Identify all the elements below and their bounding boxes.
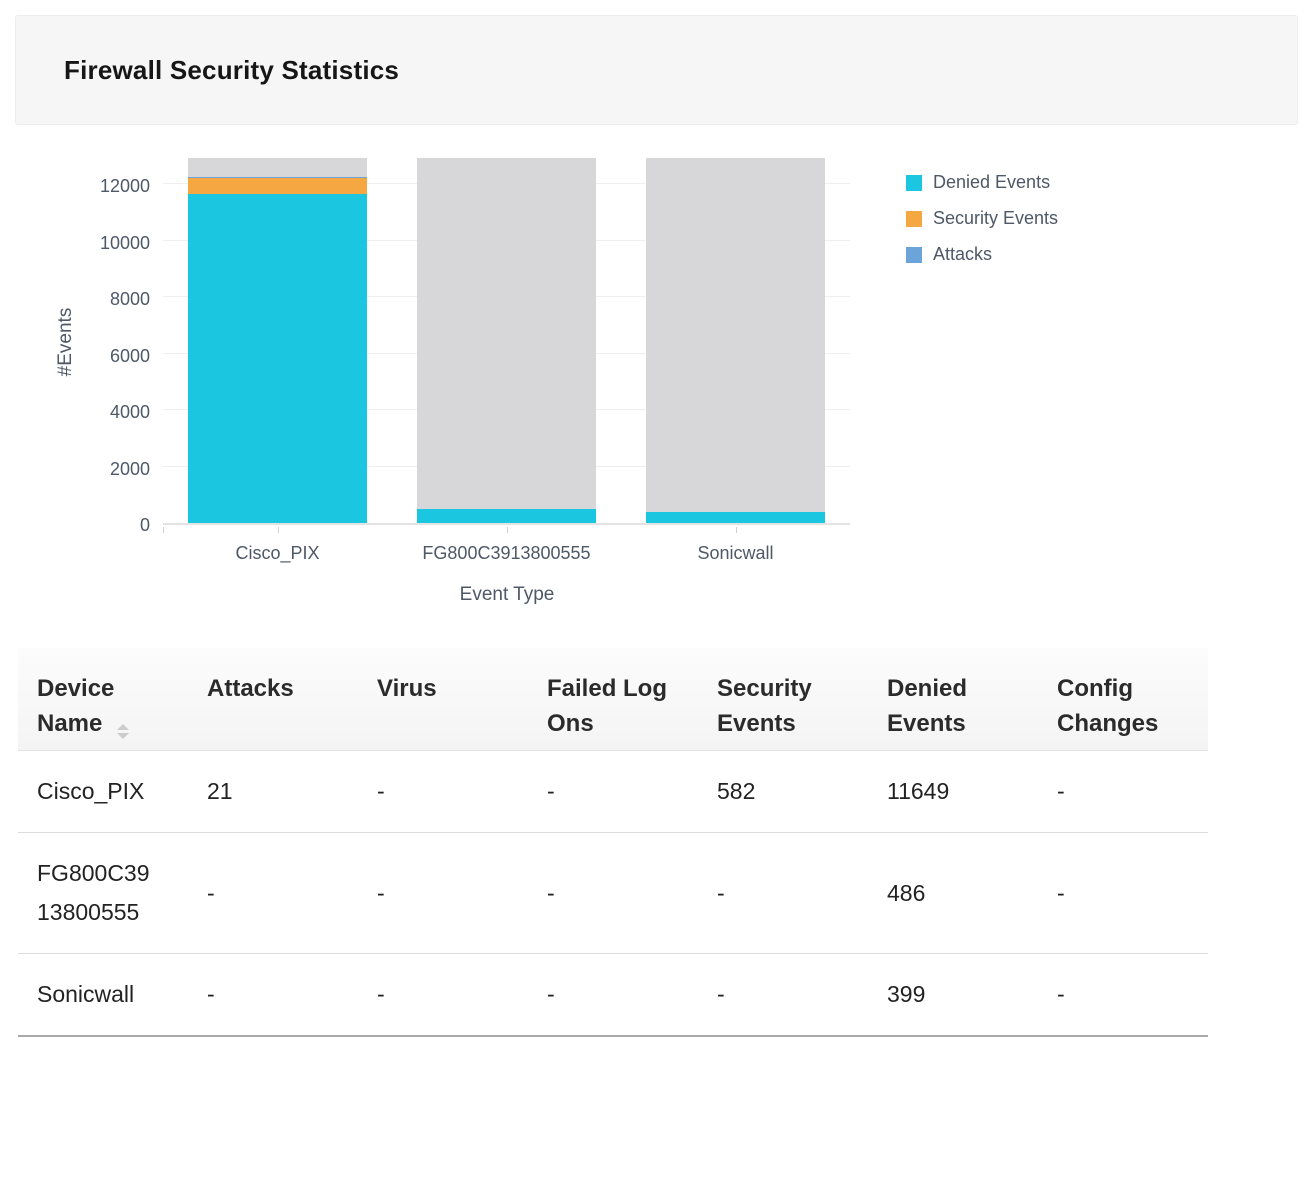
legend-label: Denied Events [933, 172, 1051, 192]
cell-virus: - [358, 953, 528, 1037]
table-row: FG800C3913800555 - - - - 486 - [18, 832, 1208, 954]
header-panel: Firewall Security Statistics [15, 15, 1298, 125]
column-header-failed-log-ons: Failed Log Ons [528, 648, 698, 751]
firewall-events-chart: #Events 0 2000 4000 6000 8000 10000 12000 Cisc… [0, 158, 1313, 630]
y-axis: 0 2000 4000 6000 8000 10000 12000 [0, 158, 150, 535]
legend-item-denied-events[interactable]: Denied Events [906, 172, 1058, 193]
sort-up-icon [117, 724, 130, 730]
column-header-attacks: Attacks [188, 648, 358, 751]
cell-attacks: 21 [188, 750, 358, 833]
legend-item-security-events[interactable]: Security Events [906, 208, 1058, 229]
column-header-security-events: Security Events [698, 648, 868, 751]
table-row: Sonicwall - - - - 399 - [18, 953, 1208, 1037]
y-axis-tick-label: 8000 [109, 289, 150, 310]
bar-segment-denied-events-sonicwall[interactable] [646, 511, 825, 523]
column-header-label: Device Name [37, 675, 115, 737]
bar-segment-denied-events-cisco-pix[interactable] [188, 194, 367, 523]
y-axis-tick-label: 2000 [109, 458, 150, 479]
cell-denied-events: 399 [868, 953, 1038, 1037]
bar-background-sonicwall [646, 158, 825, 523]
cell-attacks: - [188, 832, 358, 954]
y-axis-tick-label: 10000 [99, 232, 150, 253]
cell-security-events: - [698, 953, 868, 1037]
cell-virus: - [358, 832, 528, 954]
cell-virus: - [358, 750, 528, 833]
legend-label: Security Events [933, 208, 1059, 228]
column-header-config-changes: Config Changes [1038, 648, 1208, 751]
legend-swatch-icon [906, 246, 922, 263]
legend-item-attacks[interactable]: Attacks [906, 244, 1058, 265]
axis-tick [163, 527, 164, 533]
legend-swatch-icon [906, 210, 922, 227]
chart-legend: Denied Events Security Events Attacks [906, 172, 1058, 265]
y-axis-tick-label: 6000 [109, 345, 150, 366]
plot-area [163, 158, 850, 525]
bar-segment-denied-events-fg800c3913800555[interactable] [417, 509, 596, 523]
cell-failed-log-ons: - [528, 832, 698, 954]
axis-tick [506, 527, 508, 533]
bar-segment-attacks-cisco-pix[interactable] [188, 176, 367, 178]
cell-failed-log-ons: - [528, 953, 698, 1037]
bar-background-fg800c3913800555 [417, 158, 596, 523]
cell-device-name: Cisco_PIX [18, 750, 188, 833]
cell-attacks: - [188, 953, 358, 1037]
x-axis-title: Event Type [459, 584, 555, 605]
y-axis-tick-label: 4000 [109, 402, 150, 423]
column-header-device-name[interactable]: Device Name [18, 648, 188, 751]
x-axis-label-cisco-pix: Cisco_PIX [235, 543, 320, 563]
column-header-denied-events: Denied Events [868, 648, 1038, 751]
cell-denied-events: 486 [868, 832, 1038, 954]
sort-icon[interactable] [117, 724, 130, 739]
sort-down-icon [117, 733, 130, 739]
cell-security-events: - [698, 832, 868, 954]
page-title: Firewall Security Statistics [64, 54, 400, 85]
cell-security-events: 582 [698, 750, 868, 833]
legend-label: Attacks [933, 244, 993, 264]
cell-config-changes: - [1038, 832, 1208, 954]
legend-swatch-icon [906, 174, 922, 191]
cell-denied-events: 11649 [868, 750, 1038, 833]
cell-device-name: Sonicwall [18, 953, 188, 1037]
y-axis-tick-label: 0 [139, 515, 150, 535]
table-header-row: Device Name Attacks Virus Failed Log Ons… [18, 648, 1208, 751]
x-axis-label-sonicwall: Sonicwall [697, 543, 774, 563]
cell-config-changes: - [1038, 953, 1208, 1037]
bar-segment-security-events-cisco-pix[interactable] [188, 177, 367, 195]
column-header-virus: Virus [358, 648, 528, 751]
cell-config-changes: - [1038, 750, 1208, 833]
table-row: Cisco_PIX 21 - - 582 11649 - [18, 750, 1208, 833]
cell-device-name: FG800C3913800555 [18, 832, 188, 954]
device-statistics-table: Device Name Attacks Virus Failed Log Ons… [18, 648, 1208, 1037]
axis-tick [735, 527, 737, 533]
x-axis-label-fg800c3913800555: FG800C3913800555 [422, 543, 591, 563]
y-axis-tick-label: 12000 [99, 176, 150, 197]
cell-failed-log-ons: - [528, 750, 698, 833]
axis-tick [277, 527, 279, 533]
